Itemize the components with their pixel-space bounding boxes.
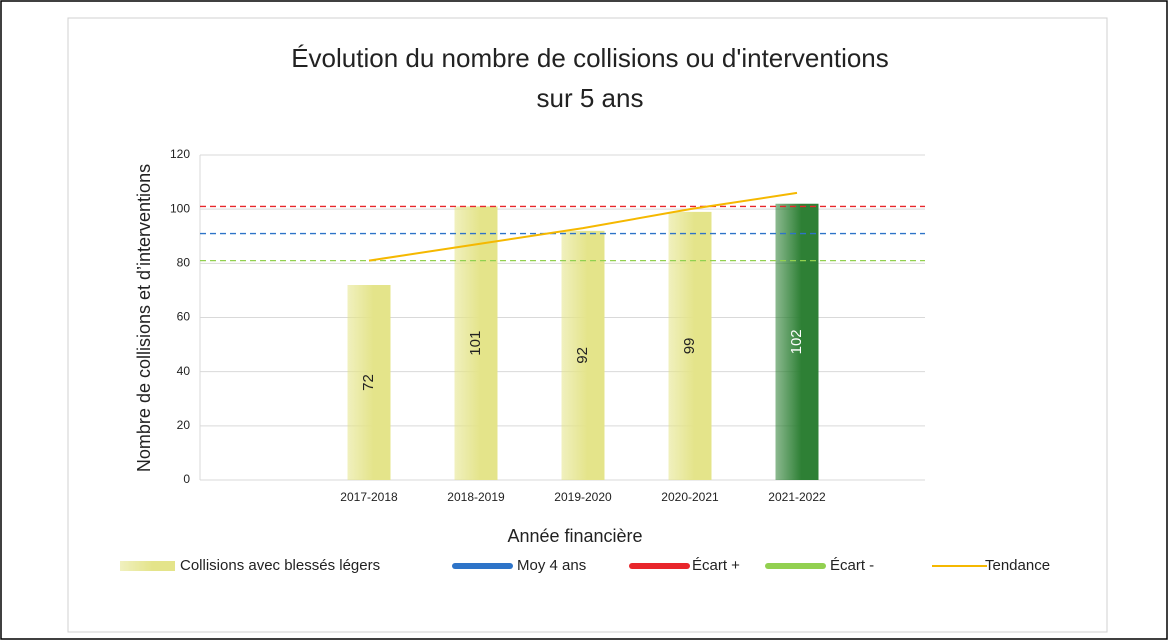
y-tick-label: 40 [177, 364, 191, 378]
y-tick-label: 0 [183, 472, 190, 486]
legend-label: Écart + [692, 557, 740, 574]
x-axis-title: Année financière [507, 526, 642, 546]
trend-line [368, 191, 798, 262]
bar [347, 285, 391, 480]
x-tick-label: 2021-2022 [768, 490, 826, 504]
x-tick-label: 2017-2018 [340, 490, 398, 504]
data-label: 72 [360, 374, 377, 391]
chart-frame [67, 17, 1108, 633]
bar [668, 211, 712, 480]
data-label: 102 [788, 329, 805, 354]
y-tick-label: 100 [170, 201, 190, 215]
y-axis-title: Nombre de collisions et d’interventions [134, 164, 154, 472]
legend-swatch [120, 561, 175, 571]
chart-title: Évolution du nombre de collisions ou d'i… [291, 43, 889, 73]
x-tick-label: 2019-2020 [554, 490, 612, 504]
y-tick-label: 20 [177, 418, 191, 432]
legend-label: Moy 4 ans [517, 557, 586, 574]
x-tick-label: 2018-2019 [447, 490, 505, 504]
y-tick-label: 80 [177, 256, 191, 270]
data-label: 101 [467, 331, 484, 356]
legend-label: Écart - [830, 557, 874, 574]
chart-title: sur 5 ans [537, 83, 644, 113]
y-tick-label: 60 [177, 310, 191, 324]
legend-label: Collisions avec blessés légers [180, 557, 380, 574]
data-label: 99 [681, 338, 698, 355]
data-label: 92 [574, 347, 591, 364]
y-tick-label: 120 [170, 147, 190, 161]
bar [775, 203, 819, 480]
legend-label: Tendance [985, 557, 1050, 574]
x-tick-label: 2020-2021 [661, 490, 719, 504]
bar [561, 230, 605, 480]
bar [454, 206, 498, 481]
